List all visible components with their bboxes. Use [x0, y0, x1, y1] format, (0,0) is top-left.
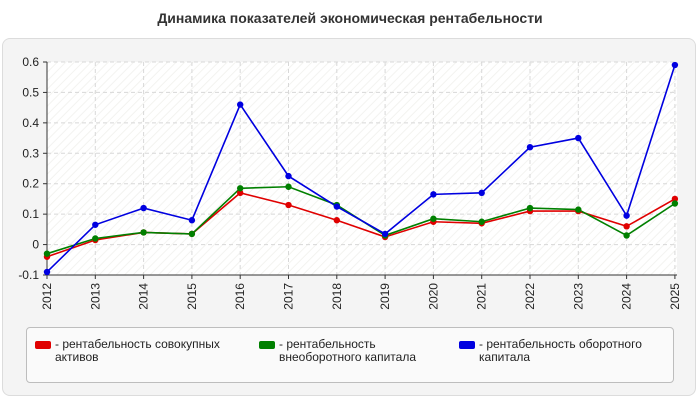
x-tick-label: 2014 — [137, 283, 151, 310]
series-line-2 — [46, 64, 676, 273]
data-point-series-2[interactable] — [381, 230, 389, 238]
data-point-series-1[interactable] — [188, 230, 196, 238]
x-tick-label: 2020 — [426, 283, 440, 310]
x-tick-labels: 2012 2013 2014 2015 2016 2017 2018 2019 2020 2021… — [40, 283, 682, 310]
x-tick-label: 2024 — [620, 283, 634, 310]
y-tick-label: -0.1 — [18, 268, 39, 282]
data-point-series-2[interactable] — [430, 191, 437, 198]
data-point-series-1[interactable] — [526, 204, 534, 212]
data-point-series-0[interactable] — [623, 223, 630, 230]
data-point-series-2[interactable] — [188, 217, 196, 224]
y-tick-label: 0.5 — [22, 85, 39, 99]
data-point-series-0[interactable] — [333, 217, 340, 224]
data-point-series-1[interactable] — [285, 183, 292, 190]
data-point-series-2[interactable] — [671, 61, 679, 69]
y-tick-label: 0.6 — [22, 55, 39, 69]
data-point-series-0[interactable] — [237, 189, 244, 197]
data-point-series-1[interactable] — [430, 215, 437, 222]
y-tick-label: 0.3 — [22, 146, 39, 160]
y-tick-label: 0.1 — [22, 207, 39, 221]
x-tick-label: 2025 — [668, 283, 682, 310]
data-point-series-1[interactable] — [623, 232, 630, 239]
data-point-series-1[interactable] — [43, 250, 51, 257]
x-tick-label: 2022 — [523, 283, 537, 310]
y-tick-labels: -0.1 0 0.1 0.2 0.3 0.4 0.5 0.6 — [18, 55, 39, 282]
legend-label: - рентабельность внеоборотного капитала — [279, 337, 416, 364]
y-tick-label: 0.2 — [22, 177, 39, 191]
data-point-series-0[interactable] — [285, 201, 292, 209]
legend-swatch-red — [35, 341, 51, 349]
x-tick-label: 2018 — [330, 283, 344, 310]
data-point-series-1[interactable] — [92, 235, 99, 242]
legend-swatch-green — [259, 341, 275, 349]
y-tick-label: 0 — [32, 238, 39, 252]
x-tick-label: 2021 — [475, 283, 489, 310]
data-point-series-1[interactable] — [575, 206, 582, 213]
data-point-series-2[interactable] — [575, 134, 582, 142]
series-points — [43, 61, 679, 276]
x-tick-label: 2015 — [185, 283, 199, 310]
x-tick-label: 2013 — [88, 283, 102, 310]
axes — [43, 61, 677, 279]
chart-title: Динамика показателей экономическая рента… — [157, 10, 543, 26]
data-point-series-1[interactable] — [671, 200, 679, 207]
data-point-series-2[interactable] — [285, 172, 292, 180]
x-tick-label: 2012 — [40, 283, 54, 310]
x-tick-label: 2023 — [571, 283, 585, 310]
y-tick-label: 0.4 — [22, 116, 39, 130]
data-point-series-0[interactable] — [671, 195, 679, 203]
data-point-series-2[interactable] — [92, 221, 99, 228]
data-point-series-1[interactable] — [140, 229, 147, 236]
legend: - рентабельность совокупных активов - ре… — [26, 327, 674, 383]
data-point-series-1[interactable] — [478, 218, 485, 225]
legend-item-current[interactable]: - рентабельность оборотного капитала — [459, 338, 669, 364]
data-point-series-1[interactable] — [237, 185, 244, 192]
data-point-series-2[interactable] — [526, 144, 534, 151]
legend-swatch-blue — [459, 341, 475, 349]
x-tick-label: 2016 — [233, 283, 247, 310]
x-tick-label: 2019 — [378, 283, 392, 310]
data-point-series-2[interactable] — [478, 189, 485, 197]
data-point-series-2[interactable] — [140, 204, 147, 212]
data-point-series-2[interactable] — [333, 203, 340, 210]
series-lines — [46, 64, 676, 273]
data-point-series-2[interactable] — [43, 268, 51, 276]
data-point-series-2[interactable] — [623, 212, 630, 219]
legend-item-assets[interactable]: - рентабельность совокупных активов — [35, 338, 235, 364]
legend-item-noncurrent[interactable]: - рентабельность внеоборотного капитала — [259, 338, 459, 364]
x-tick-label: 2017 — [282, 283, 296, 310]
legend-label: - рентабельность совокупных активов — [55, 337, 220, 364]
legend-label: - рентабельность оборотного капитала — [479, 337, 642, 364]
plot-hatch — [47, 62, 677, 275]
data-point-series-2[interactable] — [237, 101, 244, 108]
